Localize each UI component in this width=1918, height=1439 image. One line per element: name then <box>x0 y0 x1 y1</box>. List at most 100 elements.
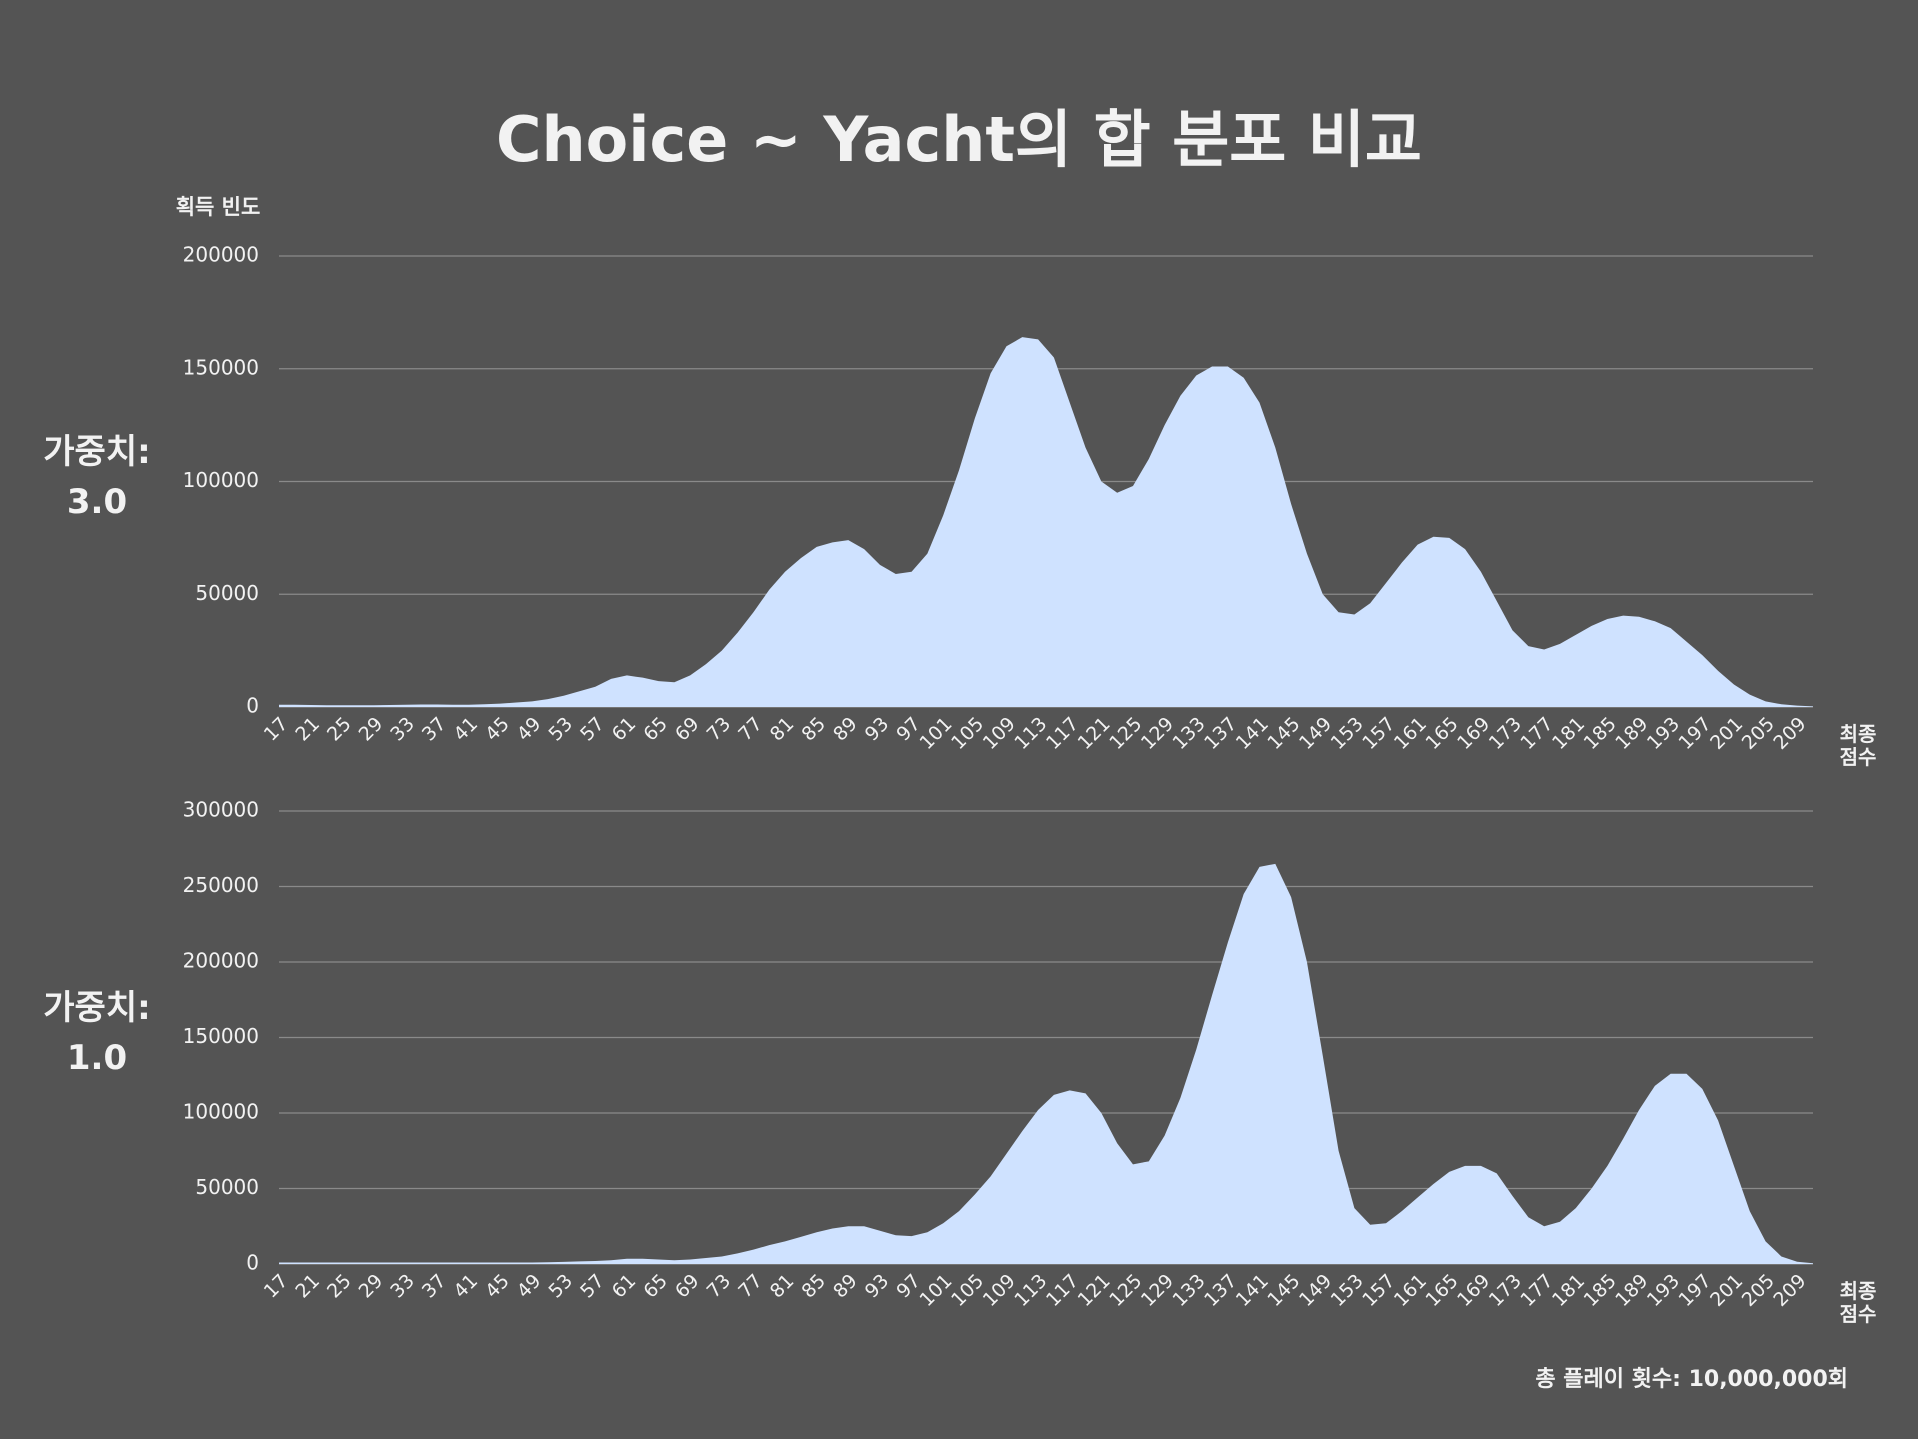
x-tick-label: 21 <box>291 713 324 746</box>
x-tick-label: 77 <box>734 713 767 746</box>
x-tick-label: 189 <box>1611 713 1652 754</box>
x-tick-label: 65 <box>639 1270 672 1303</box>
x-tick-label: 137 <box>1200 713 1241 754</box>
x-tick-label: 105 <box>947 713 988 754</box>
x-tick-label: 49 <box>513 1270 546 1303</box>
x-tick-label: 61 <box>608 713 641 746</box>
x-tick-label: 105 <box>947 1270 988 1311</box>
x-tick-label: 205 <box>1738 713 1779 754</box>
y-tick-label: 200000 <box>183 243 259 267</box>
x-tick-label: 181 <box>1548 1270 1589 1311</box>
x-tick-label: 121 <box>1074 713 1115 754</box>
x-tick-label: 185 <box>1580 713 1621 754</box>
x-tick-label: 57 <box>576 1270 609 1303</box>
panel-label: 가중치: 3.0 <box>43 431 151 522</box>
x-tick-label: 109 <box>979 713 1020 754</box>
x-tick-label: 125 <box>1105 1270 1146 1311</box>
x-tick-label: 205 <box>1738 1270 1779 1311</box>
x-tick-label: 141 <box>1232 1270 1273 1311</box>
y-tick-label: 150000 <box>183 355 259 379</box>
x-tick-label: 153 <box>1327 1270 1368 1311</box>
x-tick-label: 25 <box>323 1270 356 1303</box>
x-tick-label: 173 <box>1485 1270 1526 1311</box>
x-tick-label: 61 <box>608 1270 641 1303</box>
x-tick-label: 209 <box>1769 713 1810 754</box>
x-tick-label: 121 <box>1074 1270 1115 1311</box>
x-tick-label: 193 <box>1643 713 1684 754</box>
x-tick-label: 89 <box>829 1270 862 1303</box>
y-axis-label: 획득 빈도 <box>176 195 261 219</box>
panel-label: 가중치: 1.0 <box>43 987 151 1078</box>
area <box>279 337 1813 707</box>
y-tick-label: 50000 <box>195 581 259 605</box>
y-tick-label: 100000 <box>183 468 259 492</box>
x-tick-label: 133 <box>1168 713 1209 754</box>
x-tick-label: 133 <box>1168 1270 1209 1311</box>
x-tick-label: 93 <box>861 713 894 746</box>
x-tick-label: 17 <box>260 713 293 746</box>
x-tick-label: 85 <box>797 1270 830 1303</box>
x-tick-label: 209 <box>1769 1270 1810 1311</box>
x-tick-label: 73 <box>703 1270 736 1303</box>
x-tick-label: 149 <box>1295 713 1336 754</box>
x-tick-label: 129 <box>1137 713 1178 754</box>
x-tick-label: 29 <box>355 713 388 746</box>
y-tick-label: 100000 <box>183 1100 259 1124</box>
x-tick-label: 145 <box>1263 1270 1304 1311</box>
x-tick-label: 157 <box>1358 1270 1399 1311</box>
x-tick-label: 45 <box>481 713 514 746</box>
x-tick-label: 85 <box>797 713 830 746</box>
y-tick-label: 0 <box>246 1251 259 1275</box>
x-tick-label: 141 <box>1232 713 1273 754</box>
x-tick-label: 161 <box>1390 713 1431 754</box>
x-tick-label: 29 <box>355 1270 388 1303</box>
x-tick-label: 57 <box>576 713 609 746</box>
x-tick-label: 37 <box>418 1270 451 1303</box>
x-tick-label: 81 <box>766 713 799 746</box>
x-tick-label: 169 <box>1453 713 1494 754</box>
x-tick-label: 117 <box>1042 713 1083 754</box>
area <box>279 863 1813 1264</box>
x-tick-label: 197 <box>1675 713 1716 754</box>
x-tick-label: 65 <box>639 713 672 746</box>
x-tick-label: 201 <box>1706 713 1747 754</box>
x-tick-label: 81 <box>766 1270 799 1303</box>
x-tick-label: 185 <box>1580 1270 1621 1311</box>
x-tick-label: 117 <box>1042 1270 1083 1311</box>
y-tick-label: 200000 <box>183 949 259 973</box>
x-tick-label: 45 <box>481 1270 514 1303</box>
x-tick-label: 189 <box>1611 1270 1652 1311</box>
x-tick-label: 169 <box>1453 1270 1494 1311</box>
x-tick-label: 165 <box>1421 713 1462 754</box>
x-tick-label: 161 <box>1390 1270 1431 1311</box>
x-tick-label: 113 <box>1010 713 1051 754</box>
x-tick-label: 125 <box>1105 713 1146 754</box>
x-tick-label: 149 <box>1295 1270 1336 1311</box>
y-tick-label: 0 <box>246 694 259 718</box>
x-tick-label: 153 <box>1327 713 1368 754</box>
x-tick-label: 129 <box>1137 1270 1178 1311</box>
x-tick-label: 69 <box>671 1270 704 1303</box>
x-tick-label: 101 <box>915 713 956 754</box>
x-tick-label: 165 <box>1421 1270 1462 1311</box>
x-axis-label: 최종 점수 <box>1839 1279 1877 1326</box>
x-tick-label: 177 <box>1516 713 1557 754</box>
x-tick-label: 41 <box>450 713 483 746</box>
x-tick-label: 157 <box>1358 713 1399 754</box>
x-tick-label: 181 <box>1548 713 1589 754</box>
x-tick-label: 49 <box>513 713 546 746</box>
x-tick-label: 109 <box>979 1270 1020 1311</box>
x-tick-label: 25 <box>323 713 356 746</box>
x-tick-label: 41 <box>450 1270 483 1303</box>
x-tick-label: 145 <box>1263 713 1304 754</box>
footer-note: 총 플레이 횟수: 10,000,000회 <box>1535 1367 1848 1392</box>
y-tick-label: 150000 <box>183 1024 259 1048</box>
x-tick-label: 77 <box>734 1270 767 1303</box>
y-tick-label: 300000 <box>183 798 259 822</box>
x-tick-label: 101 <box>915 1270 956 1311</box>
x-tick-label: 53 <box>544 713 577 746</box>
x-tick-label: 137 <box>1200 1270 1241 1311</box>
chart-title: Choice ~ Yacht의 합 분포 비교 <box>496 103 1422 176</box>
